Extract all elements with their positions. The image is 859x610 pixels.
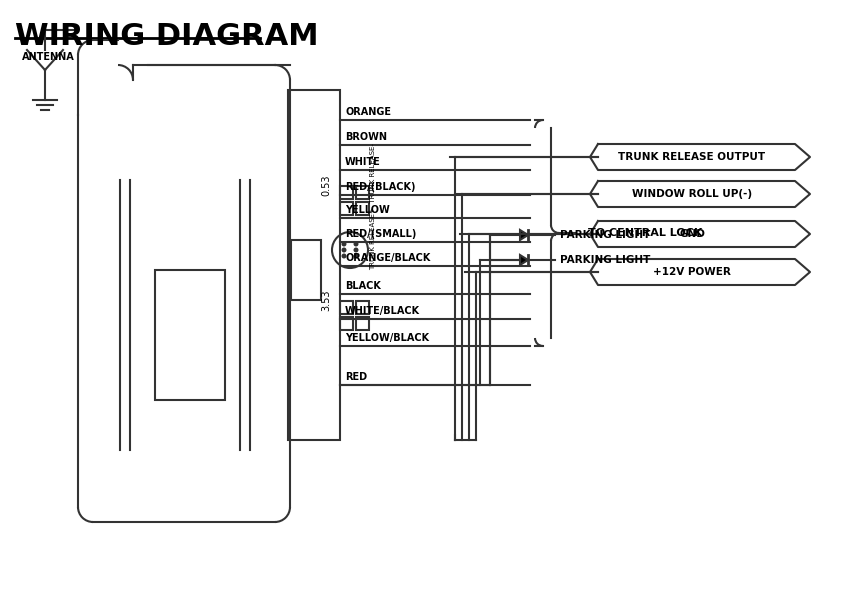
- Text: ORANGE: ORANGE: [345, 107, 391, 117]
- Circle shape: [354, 248, 358, 253]
- Text: RED/(SMALL): RED/(SMALL): [345, 229, 417, 239]
- Text: TO CENTRAL LOCK: TO CENTRAL LOCK: [588, 228, 703, 238]
- Text: TRUNK RELEASE OUTPUT: TRUNK RELEASE OUTPUT: [618, 152, 765, 162]
- Text: +12V POWER: +12V POWER: [653, 267, 731, 277]
- Polygon shape: [520, 255, 528, 265]
- Text: TRUNK RELEASE+  TRUNK RELEASE-: TRUNK RELEASE+ TRUNK RELEASE-: [370, 143, 376, 270]
- Text: PARKING LIGHT: PARKING LIGHT: [560, 255, 650, 265]
- Bar: [291, 240, 321, 300]
- Text: YELLOW: YELLOW: [345, 205, 390, 215]
- Bar: [356, 202, 369, 215]
- Bar: [340, 186, 353, 199]
- Bar: [356, 317, 369, 330]
- Bar: [356, 186, 369, 199]
- Text: WIRING DIAGRAM: WIRING DIAGRAM: [15, 22, 319, 51]
- Text: 0.53: 0.53: [321, 174, 331, 196]
- Text: PARKING LIGHT: PARKING LIGHT: [560, 230, 650, 240]
- Text: ORANGE/BLACK: ORANGE/BLACK: [345, 253, 430, 263]
- Text: GND: GND: [679, 229, 705, 239]
- Circle shape: [354, 254, 358, 259]
- Bar: [340, 202, 353, 215]
- Bar: [356, 301, 369, 314]
- Circle shape: [342, 248, 346, 253]
- Text: ANTENNA: ANTENNA: [22, 52, 75, 62]
- Text: RED: RED: [345, 372, 367, 382]
- Bar: [340, 301, 353, 314]
- Text: 3.53: 3.53: [321, 289, 331, 310]
- Text: YELLOW/BLACK: YELLOW/BLACK: [345, 333, 430, 343]
- Polygon shape: [520, 230, 528, 240]
- Text: BROWN: BROWN: [345, 132, 387, 142]
- Bar: [155, 270, 225, 400]
- Circle shape: [342, 242, 346, 246]
- Text: RED/(BLACK): RED/(BLACK): [345, 182, 416, 192]
- Bar: [288, 90, 340, 440]
- Text: WINDOW ROLL UP(-): WINDOW ROLL UP(-): [632, 189, 752, 199]
- Bar: [340, 317, 353, 330]
- Circle shape: [342, 254, 346, 259]
- Text: BLACK: BLACK: [345, 281, 381, 291]
- Text: WHITE: WHITE: [345, 157, 381, 167]
- Text: WHITE/BLACK: WHITE/BLACK: [345, 306, 420, 316]
- Circle shape: [354, 242, 358, 246]
